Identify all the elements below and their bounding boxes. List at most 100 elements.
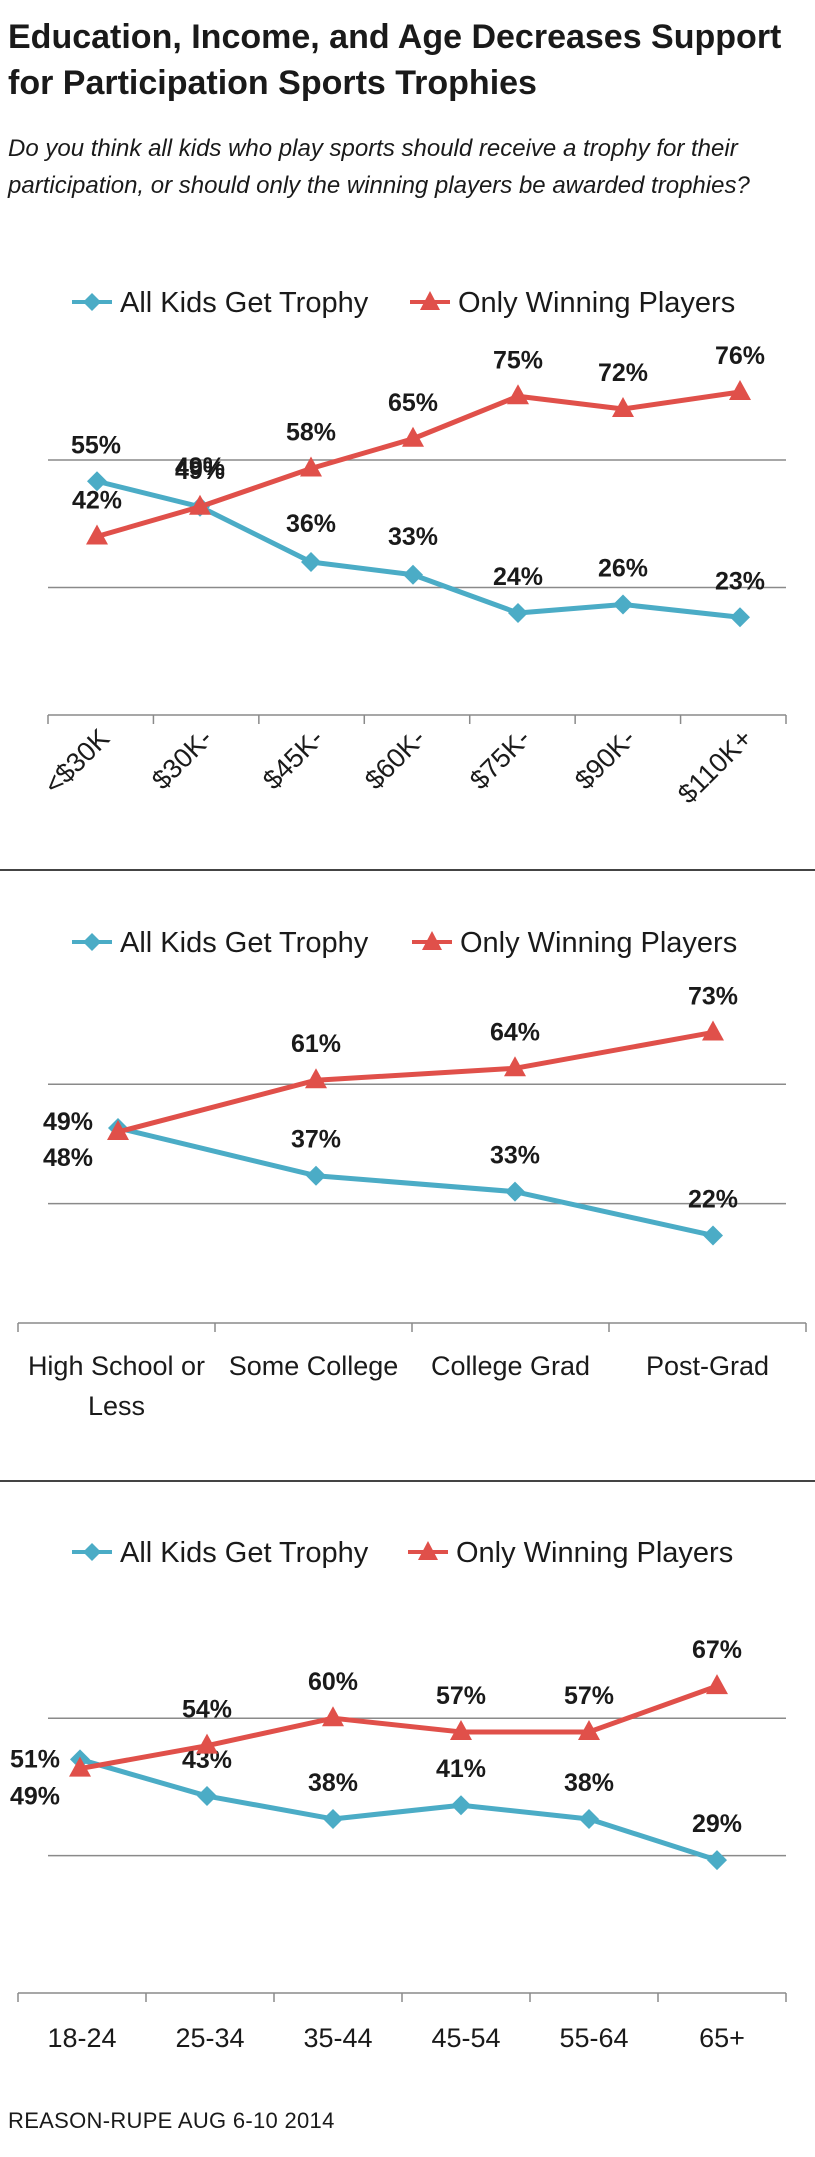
data-point-triangle — [322, 1706, 344, 1727]
x-tick-label: <$30K — [38, 723, 115, 800]
age-chart: All Kids Get Trophy Only Winning Players 5… — [10, 1537, 787, 2053]
data-label: 55% — [71, 431, 121, 459]
data-label: 29% — [692, 1810, 742, 1838]
income-chart: All Kids Get Trophy Only Winning Players 5… — [38, 287, 787, 809]
data-label: 37% — [291, 1126, 341, 1154]
data-point-diamond — [87, 471, 107, 492]
legend-label: Only Winning Players — [456, 1537, 733, 1569]
x-tick-label: $110K+ — [672, 723, 758, 809]
chart-title: Education, Income, and Age Decreases Sup… — [8, 18, 782, 102]
x-tick-label: 35-44 — [303, 2023, 372, 2053]
x-tick-label: 45-54 — [431, 2023, 500, 2053]
legend-triangle-marker — [418, 1541, 438, 1560]
legend-label: Only Winning Players — [458, 287, 735, 319]
x-tick-label: High School or Less — [28, 1351, 205, 1421]
data-label: 61% — [291, 1030, 341, 1058]
data-point-triangle — [305, 1068, 327, 1089]
section-divider — [0, 1480, 815, 1482]
x-tick-label: 25-34 — [175, 2023, 244, 2053]
legend-diamond-marker — [83, 933, 101, 951]
data-label: 51% — [10, 1745, 60, 1773]
data-point-triangle — [578, 1719, 600, 1740]
data-point-triangle — [86, 524, 108, 545]
legend-triangle-marker — [422, 931, 442, 950]
data-point-triangle — [450, 1719, 472, 1740]
series-line — [79, 1683, 718, 1772]
x-tick-label-line: College Grad — [431, 1351, 590, 1381]
x-tick-label-line: Less — [88, 1391, 145, 1421]
data-point-diamond — [703, 1225, 723, 1246]
x-tick-label: 55-64 — [559, 2023, 628, 2053]
x-tick-label: Some College — [229, 1351, 399, 1381]
data-label: 54% — [182, 1696, 232, 1724]
data-label: 49% — [175, 457, 225, 485]
x-tick-label: $30K- — [146, 723, 218, 795]
data-label: 75% — [493, 346, 543, 374]
data-point-triangle — [107, 1119, 129, 1140]
data-point-triangle — [300, 456, 322, 477]
legend-label: All Kids Get Trophy — [120, 287, 369, 319]
data-point-diamond — [306, 1165, 326, 1186]
data-point-triangle — [189, 494, 211, 515]
data-label: 38% — [564, 1769, 614, 1797]
data-point-triangle — [196, 1733, 218, 1754]
data-label: 42% — [72, 487, 122, 515]
data-label: 72% — [598, 359, 648, 387]
data-point-diamond — [197, 1786, 217, 1807]
x-tick-label-line: Post-Grad — [646, 1351, 769, 1381]
data-point-triangle — [729, 380, 751, 400]
data-label: 49% — [175, 453, 225, 481]
data-label: 23% — [715, 567, 765, 595]
data-point-triangle — [402, 426, 424, 447]
x-tick-label: $90K- — [569, 723, 641, 795]
data-label: 49% — [43, 1108, 93, 1136]
data-label: 33% — [388, 523, 438, 551]
data-label: 57% — [564, 1682, 614, 1710]
x-tick-label: 65+ — [699, 2023, 745, 2053]
data-point-diamond — [451, 1795, 471, 1816]
source-note: REASON-RUPE AUG 6-10 2014 — [8, 2108, 335, 2133]
legend-label: All Kids Get Trophy — [120, 1537, 369, 1569]
legend-diamond-marker — [83, 1543, 101, 1561]
x-tick-label: $45K- — [257, 723, 329, 795]
data-label: 60% — [308, 1668, 358, 1696]
data-label: 64% — [490, 1018, 540, 1046]
data-point-diamond — [301, 552, 321, 572]
legend-label: All Kids Get Trophy — [120, 927, 369, 959]
data-point-diamond — [505, 1181, 525, 1202]
data-point-triangle — [504, 1056, 526, 1077]
data-label: 76% — [715, 342, 765, 370]
series-line — [79, 1757, 718, 1863]
data-point-diamond — [579, 1808, 599, 1829]
legend-diamond-marker — [83, 293, 101, 311]
data-label: 49% — [10, 1783, 60, 1811]
data-label: 36% — [286, 510, 336, 538]
legend-label: Only Winning Players — [460, 927, 737, 959]
x-tick-label-line: Some College — [229, 1351, 399, 1381]
data-label: 26% — [598, 555, 648, 583]
x-tick-label: $75K- — [464, 723, 536, 795]
x-tick-label: $60K- — [359, 723, 431, 795]
data-label: 24% — [493, 563, 543, 591]
data-label: 67% — [692, 1636, 742, 1664]
data-label: 65% — [388, 389, 438, 417]
data-label: 58% — [286, 419, 336, 447]
data-point-diamond — [323, 1808, 343, 1829]
education-chart: All Kids Get Trophy Only Winning Players 4… — [17, 927, 807, 1421]
data-label: 38% — [308, 1769, 358, 1797]
legend-triangle-marker — [420, 291, 440, 310]
data-point-diamond — [613, 594, 633, 615]
data-point-diamond — [403, 564, 423, 585]
data-label: 48% — [43, 1144, 93, 1172]
x-tick-label-line: High School or — [28, 1351, 205, 1381]
survey-question: Do you think all kids who play sports sh… — [8, 135, 750, 199]
x-tick-label: College Grad — [431, 1351, 590, 1381]
data-label: 57% — [436, 1682, 486, 1710]
data-point-triangle — [69, 1756, 91, 1777]
data-label: 41% — [436, 1755, 486, 1783]
data-point-triangle — [612, 397, 634, 417]
data-label: 73% — [688, 982, 738, 1010]
data-point-triangle — [507, 384, 529, 405]
data-point-diamond — [707, 1850, 727, 1871]
data-point-diamond — [730, 607, 750, 628]
